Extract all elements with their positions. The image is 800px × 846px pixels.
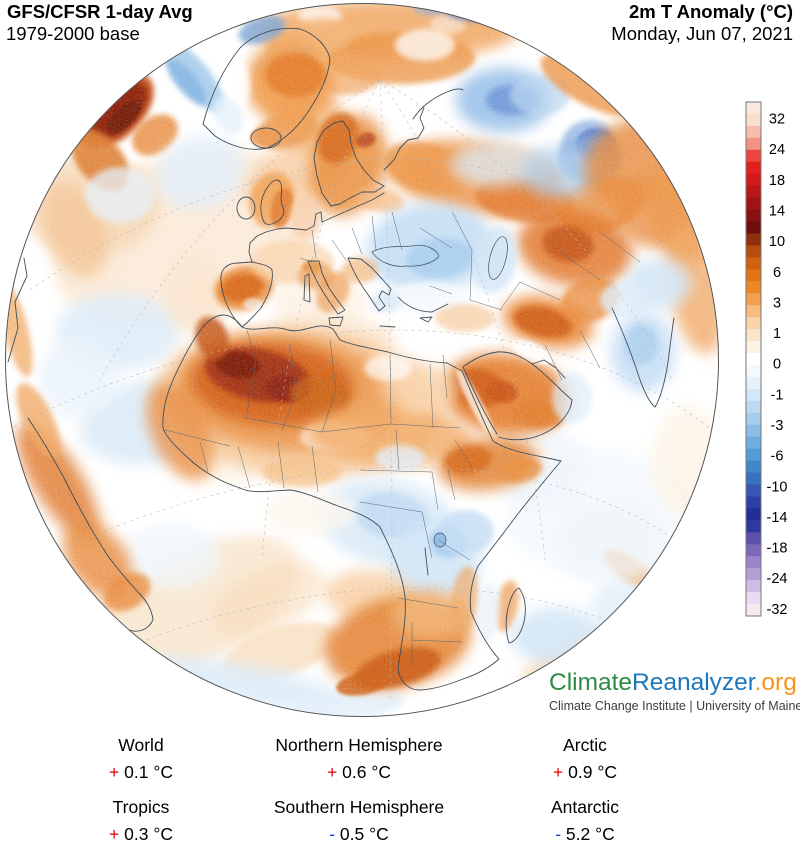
svg-text:-18: -18 (767, 541, 788, 557)
svg-text:6: 6 (773, 265, 781, 281)
svg-text:-32: -32 (767, 602, 788, 618)
svg-text:-24: -24 (767, 571, 788, 587)
svg-text:32: 32 (769, 112, 785, 128)
svg-text:0: 0 (773, 357, 781, 373)
svg-text:-14: -14 (767, 510, 788, 526)
svg-text:-10: -10 (767, 479, 788, 495)
svg-text:10: 10 (769, 234, 785, 250)
svg-text:1: 1 (773, 326, 781, 342)
svg-text:18: 18 (769, 173, 785, 189)
svg-text:-1: -1 (771, 387, 784, 403)
svg-text:24: 24 (769, 142, 785, 158)
svg-text:14: 14 (769, 203, 785, 219)
svg-text:-3: -3 (771, 418, 784, 434)
svg-text:3: 3 (773, 295, 781, 311)
svg-text:-6: -6 (771, 449, 784, 465)
